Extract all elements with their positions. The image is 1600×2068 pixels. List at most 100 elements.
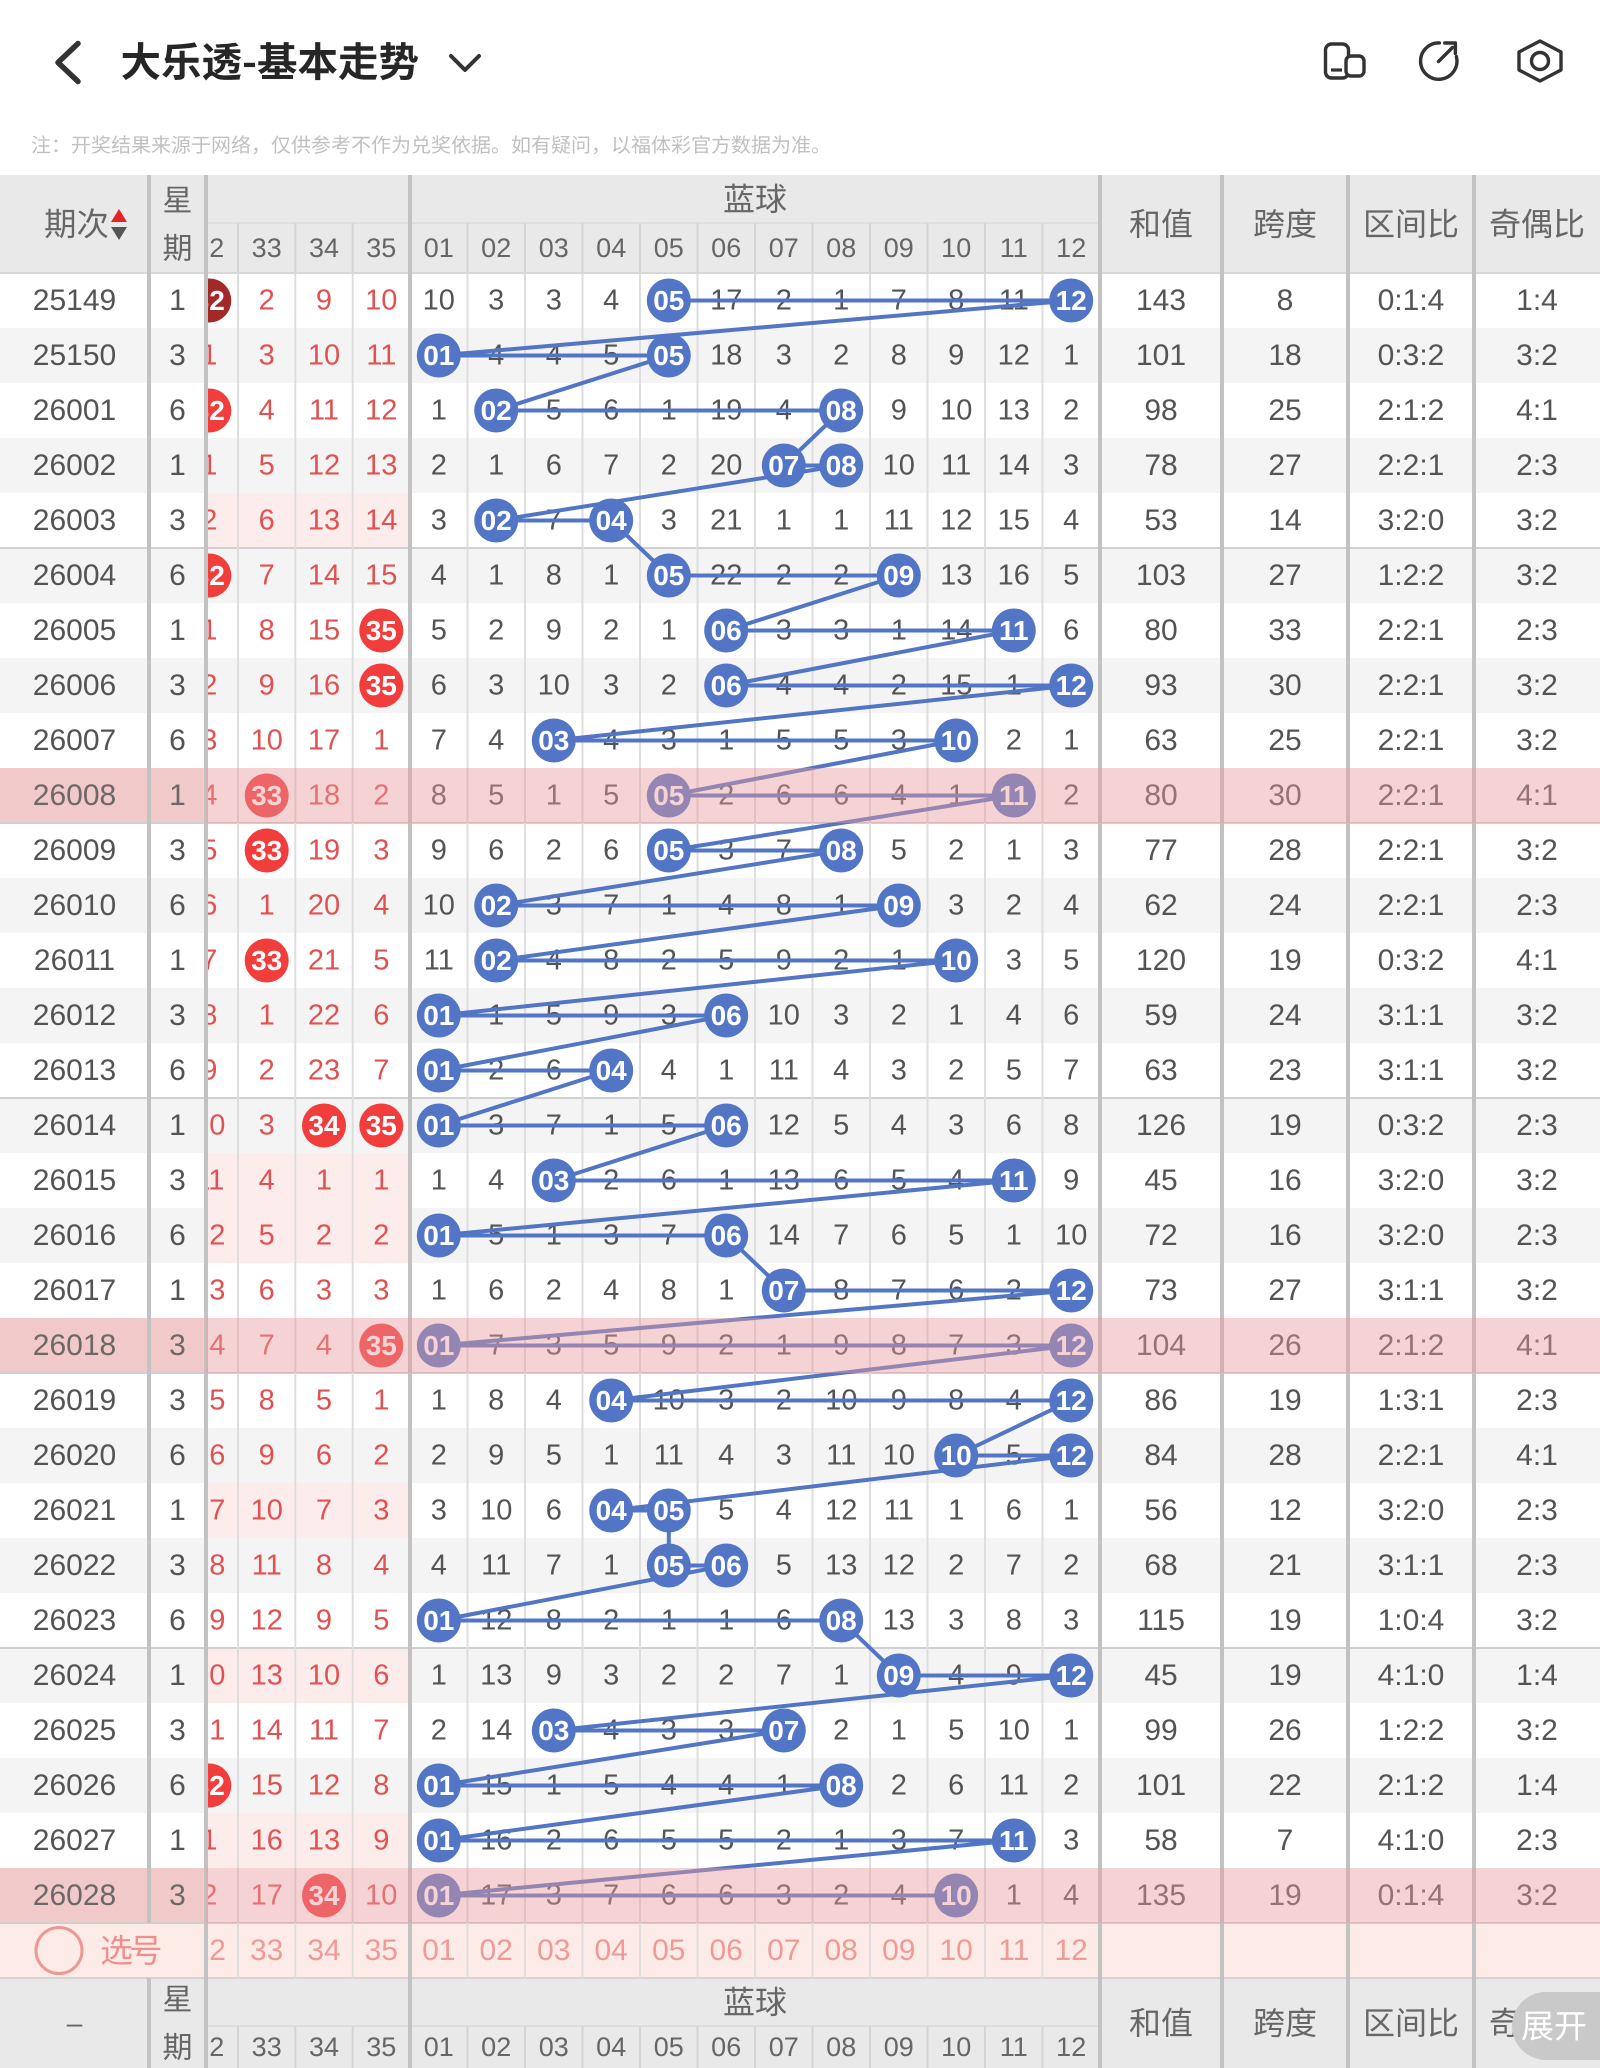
svg-text:4:1: 4:1 xyxy=(1516,394,1558,427)
svg-text:32: 32 xyxy=(194,2032,224,2062)
svg-text:4: 4 xyxy=(373,890,389,922)
svg-text:17: 17 xyxy=(308,725,340,757)
svg-text:2:3: 2:3 xyxy=(1516,1824,1558,1857)
svg-text:5: 5 xyxy=(948,1715,964,1747)
svg-text:33: 33 xyxy=(251,780,282,811)
svg-text:6: 6 xyxy=(546,450,562,482)
svg-text:14: 14 xyxy=(998,450,1030,482)
svg-text:03: 03 xyxy=(537,1934,570,1967)
svg-text:35: 35 xyxy=(366,1110,397,1141)
svg-text:6: 6 xyxy=(488,835,504,867)
svg-text:06: 06 xyxy=(711,1220,742,1251)
svg-text:12: 12 xyxy=(1055,1934,1088,1967)
svg-text:12: 12 xyxy=(251,1605,283,1637)
svg-text:13: 13 xyxy=(998,395,1030,427)
svg-text:2:2:1: 2:2:1 xyxy=(1378,834,1445,867)
svg-text:11: 11 xyxy=(999,1825,1029,1856)
svg-text:2: 2 xyxy=(259,1055,275,1087)
svg-text:4:1: 4:1 xyxy=(1516,779,1558,812)
svg-text:1: 1 xyxy=(201,615,217,647)
svg-text:2: 2 xyxy=(201,505,217,537)
svg-text:4: 4 xyxy=(488,725,504,757)
svg-text:10: 10 xyxy=(883,1440,915,1472)
svg-text:06: 06 xyxy=(711,615,742,646)
svg-text:9: 9 xyxy=(316,285,332,317)
svg-text:26010: 26010 xyxy=(33,889,116,922)
svg-text:3: 3 xyxy=(948,1110,964,1142)
svg-text:11: 11 xyxy=(309,395,339,427)
svg-text:5: 5 xyxy=(373,1605,389,1637)
svg-text:5: 5 xyxy=(373,945,389,977)
svg-text:15: 15 xyxy=(308,615,340,647)
svg-text:7: 7 xyxy=(833,1220,849,1252)
svg-text:8: 8 xyxy=(316,1550,332,1582)
svg-text:10: 10 xyxy=(1055,1220,1087,1252)
svg-text:1: 1 xyxy=(488,450,504,482)
svg-text:11: 11 xyxy=(884,1495,914,1527)
svg-text:26021: 26021 xyxy=(33,1494,116,1527)
svg-text:73: 73 xyxy=(1144,1274,1177,1307)
svg-text:93: 93 xyxy=(1144,669,1177,702)
svg-text:3: 3 xyxy=(948,1605,964,1637)
svg-text:2:1:2: 2:1:2 xyxy=(1378,1329,1445,1362)
svg-text:1: 1 xyxy=(431,1385,447,1417)
svg-text:8: 8 xyxy=(661,1275,677,1307)
svg-text:3: 3 xyxy=(169,1329,186,1362)
svg-text:10: 10 xyxy=(251,725,283,757)
svg-text:7: 7 xyxy=(259,560,275,592)
svg-text:03: 03 xyxy=(539,2032,569,2062)
svg-text:34: 34 xyxy=(307,1934,340,1967)
svg-text:3:2: 3:2 xyxy=(1516,999,1558,1032)
svg-text:06: 06 xyxy=(711,1110,742,1141)
svg-text:6: 6 xyxy=(316,1440,332,1472)
svg-text:3: 3 xyxy=(488,285,504,317)
svg-text:03: 03 xyxy=(539,233,569,263)
svg-text:2: 2 xyxy=(1063,780,1079,812)
svg-text:1: 1 xyxy=(603,1440,619,1472)
svg-text:08: 08 xyxy=(826,450,857,481)
svg-text:2:3: 2:3 xyxy=(1516,614,1558,647)
svg-text:19: 19 xyxy=(1268,1659,1301,1692)
svg-text:15: 15 xyxy=(251,1770,283,1802)
svg-text:19: 19 xyxy=(1268,1604,1301,1637)
svg-text:11: 11 xyxy=(194,1165,224,1197)
svg-text:08: 08 xyxy=(825,1934,858,1967)
svg-text:2:3: 2:3 xyxy=(1516,1494,1558,1527)
svg-text:2:2:1: 2:2:1 xyxy=(1378,779,1445,812)
svg-text:03: 03 xyxy=(538,725,569,756)
svg-text:16: 16 xyxy=(251,1825,283,1857)
svg-text:01: 01 xyxy=(424,233,454,263)
svg-text:1: 1 xyxy=(1006,1220,1022,1252)
svg-text:6: 6 xyxy=(431,670,447,702)
svg-text:8: 8 xyxy=(1063,1110,1079,1142)
svg-text:3: 3 xyxy=(1063,1825,1079,1857)
svg-text:23: 23 xyxy=(308,1055,340,1087)
svg-text:3: 3 xyxy=(431,505,447,537)
svg-text:1: 1 xyxy=(169,449,186,482)
svg-text:11: 11 xyxy=(1000,233,1028,263)
svg-text:35: 35 xyxy=(366,670,397,701)
svg-text:12: 12 xyxy=(1056,1440,1087,1471)
svg-text:26012: 26012 xyxy=(33,999,116,1032)
svg-text:1: 1 xyxy=(373,725,389,757)
svg-text:1: 1 xyxy=(431,1275,447,1307)
svg-text:1: 1 xyxy=(201,1825,217,1857)
svg-text:01: 01 xyxy=(423,1605,454,1636)
svg-text:16: 16 xyxy=(193,1440,225,1472)
svg-text:27: 27 xyxy=(1268,449,1301,482)
svg-text:6: 6 xyxy=(259,505,275,537)
svg-text:3:2: 3:2 xyxy=(1516,834,1558,867)
svg-text:1: 1 xyxy=(201,450,217,482)
svg-text:05: 05 xyxy=(654,233,684,263)
svg-text:–: – xyxy=(67,2008,83,2039)
svg-text:1:2:2: 1:2:2 xyxy=(1378,1714,1445,1747)
svg-text:3:1:1: 3:1:1 xyxy=(1378,1274,1445,1307)
svg-text:0:3:2: 0:3:2 xyxy=(1378,944,1445,977)
svg-text:3: 3 xyxy=(169,504,186,537)
svg-text:01: 01 xyxy=(423,1055,454,1086)
svg-text:101: 101 xyxy=(1136,1769,1186,1802)
svg-text:12: 12 xyxy=(193,1220,225,1252)
svg-text:13: 13 xyxy=(940,560,972,592)
svg-text:101: 101 xyxy=(1136,339,1186,372)
svg-text:06: 06 xyxy=(711,2032,741,2062)
